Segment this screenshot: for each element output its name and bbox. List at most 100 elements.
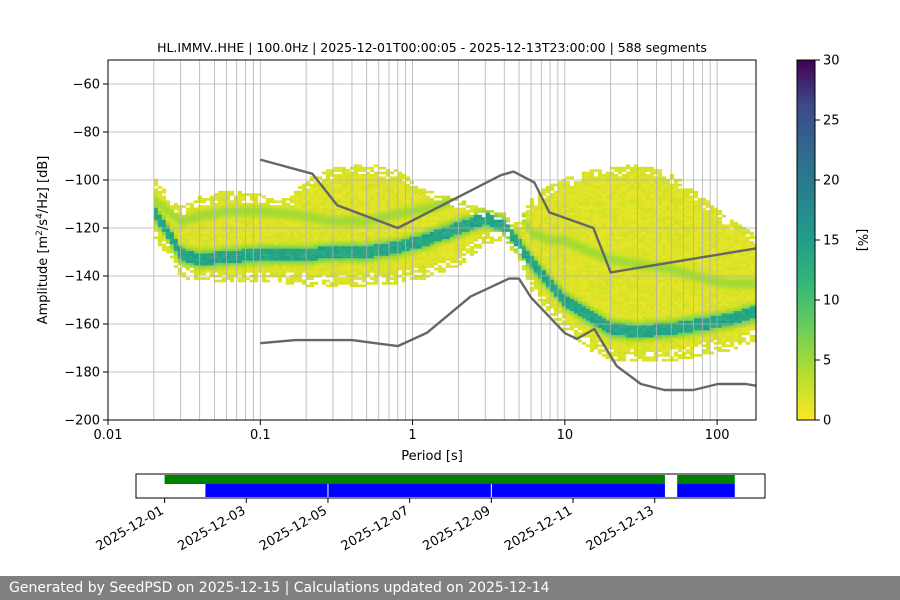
heatmap-cell bbox=[209, 241, 215, 244]
heatmap-cell bbox=[565, 243, 571, 247]
heatmap-cell bbox=[389, 253, 395, 256]
heatmap-cell bbox=[541, 205, 547, 208]
heatmap-cell bbox=[297, 258, 303, 261]
heatmap-cell bbox=[393, 195, 399, 199]
heatmap-cell bbox=[225, 243, 231, 247]
heatmap-cell bbox=[281, 231, 287, 235]
heatmap-cell bbox=[393, 193, 399, 196]
heatmap-cell bbox=[565, 320, 571, 324]
heatmap-cell bbox=[417, 200, 423, 204]
heatmap-cell bbox=[637, 238, 643, 242]
heatmap-cell bbox=[297, 210, 303, 213]
heatmap-cell bbox=[629, 296, 635, 300]
heatmap-cell bbox=[597, 234, 603, 237]
heatmap-cell bbox=[161, 248, 167, 252]
heatmap-cell bbox=[305, 267, 311, 271]
heatmap-cell bbox=[397, 260, 403, 264]
heatmap-cell bbox=[565, 198, 571, 201]
heatmap-cell bbox=[565, 193, 571, 196]
heatmap-cell bbox=[593, 294, 599, 297]
heatmap-cell bbox=[461, 202, 467, 206]
heatmap-cell bbox=[329, 205, 335, 208]
heatmap-cell bbox=[453, 229, 459, 232]
heatmap-cell bbox=[225, 219, 231, 223]
heatmap-cell bbox=[605, 202, 611, 206]
heatmap-cell bbox=[269, 255, 275, 259]
heatmap-cell bbox=[641, 291, 647, 295]
heatmap-cell bbox=[233, 207, 239, 211]
heatmap-cell bbox=[617, 217, 623, 220]
heatmap-cell bbox=[225, 265, 231, 268]
heatmap-cell bbox=[313, 224, 319, 228]
heatmap-cell bbox=[537, 200, 543, 204]
heatmap-cell bbox=[585, 195, 591, 199]
heatmap-cell bbox=[449, 241, 455, 244]
heatmap-cell bbox=[301, 265, 307, 268]
heatmap-cell bbox=[317, 202, 323, 206]
heatmap-cell bbox=[613, 166, 619, 170]
heatmap-cell bbox=[641, 176, 647, 180]
heatmap-cell bbox=[557, 262, 563, 266]
heatmap-cell bbox=[353, 224, 359, 228]
heatmap-cell bbox=[441, 224, 447, 228]
heatmap-cell bbox=[621, 306, 627, 309]
heatmap-cell bbox=[393, 262, 399, 266]
heatmap-cell bbox=[153, 181, 159, 184]
heatmap-cell bbox=[189, 212, 195, 216]
heatmap-cell bbox=[421, 262, 427, 266]
heatmap-cell bbox=[597, 260, 603, 264]
heatmap-cell bbox=[393, 214, 399, 218]
heatmap-cell bbox=[557, 243, 563, 247]
heatmap-cell bbox=[153, 202, 159, 206]
heatmap-cell bbox=[209, 212, 215, 216]
heatmap-cell bbox=[253, 217, 259, 220]
heatmap-cell bbox=[265, 260, 271, 264]
heatmap-cell bbox=[481, 210, 487, 213]
heatmap-cell bbox=[301, 198, 307, 201]
heatmap-cell bbox=[177, 255, 183, 259]
heatmap-cell bbox=[533, 246, 539, 249]
heatmap-cell bbox=[461, 248, 467, 252]
heatmap-cell bbox=[565, 195, 571, 199]
heatmap-cell bbox=[305, 231, 311, 235]
heatmap-cell bbox=[597, 349, 603, 352]
heatmap-cell bbox=[297, 212, 303, 216]
heatmap-cell bbox=[365, 181, 371, 184]
heatmap-cell bbox=[325, 231, 331, 235]
heatmap-cell bbox=[537, 212, 543, 216]
heatmap-cell bbox=[621, 238, 627, 242]
heatmap-cell bbox=[441, 253, 447, 256]
heatmap-cell bbox=[637, 224, 643, 228]
heatmap-cell bbox=[377, 272, 383, 276]
heatmap-cell bbox=[621, 279, 627, 283]
heatmap-cell bbox=[465, 236, 471, 240]
heatmap-cell bbox=[561, 200, 567, 204]
heatmap-cell bbox=[161, 222, 167, 225]
heatmap-cell bbox=[253, 250, 259, 254]
heatmap-cell bbox=[565, 253, 571, 256]
heatmap-cell bbox=[373, 246, 379, 249]
heatmap-cell bbox=[629, 166, 635, 170]
heatmap-cell bbox=[545, 198, 551, 201]
heatmap-cell bbox=[613, 174, 619, 177]
heatmap-cell bbox=[357, 202, 363, 206]
heatmap-cell bbox=[237, 258, 243, 261]
heatmap-cell bbox=[313, 241, 319, 244]
heatmap-cell bbox=[341, 193, 347, 196]
heatmap-cell bbox=[537, 224, 543, 228]
heatmap-cell bbox=[405, 212, 411, 216]
heatmap-cell bbox=[613, 298, 619, 302]
heatmap-cell bbox=[601, 298, 607, 302]
heatmap-cell bbox=[233, 200, 239, 204]
heatmap-cell bbox=[485, 219, 491, 223]
heatmap-cell bbox=[405, 202, 411, 206]
heatmap-cell bbox=[617, 229, 623, 232]
heatmap-cell bbox=[645, 327, 651, 331]
heatmap-cell bbox=[173, 224, 179, 228]
heatmap-cell bbox=[573, 181, 579, 184]
heatmap-cell bbox=[593, 183, 599, 187]
heatmap-cell bbox=[341, 267, 347, 271]
heatmap-cell bbox=[373, 174, 379, 177]
heatmap-cell bbox=[321, 267, 327, 271]
heatmap-cell bbox=[433, 229, 439, 232]
